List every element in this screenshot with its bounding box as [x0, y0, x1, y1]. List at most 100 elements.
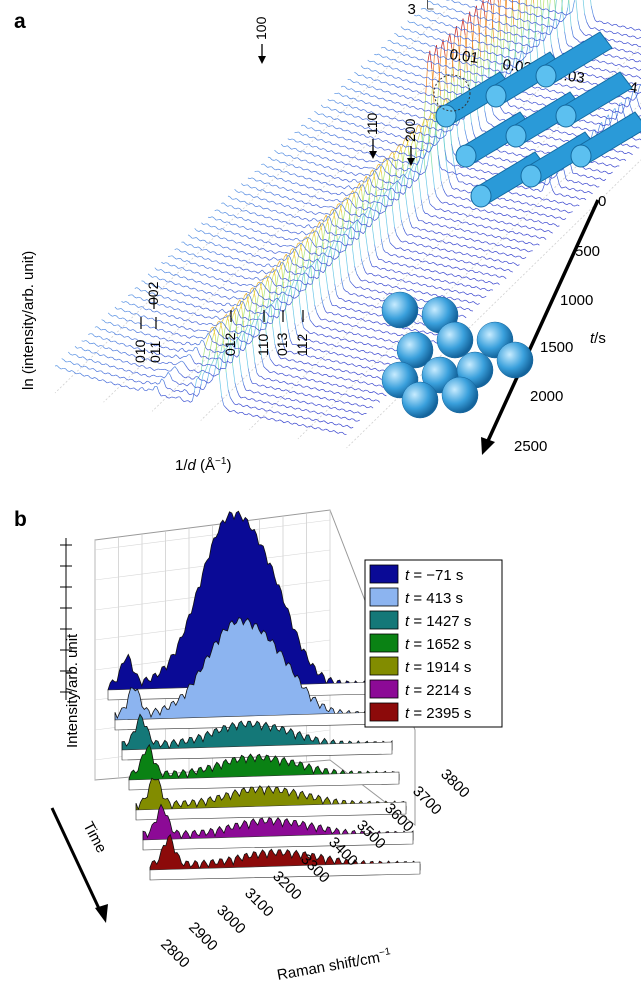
trace-segment: [543, 206, 546, 209]
trace-segment: [214, 285, 218, 288]
trace-segment: [467, 215, 470, 217]
trace-segment: [118, 367, 121, 370]
trace-segment: [385, 251, 388, 254]
trace-segment: [248, 324, 252, 327]
trace-segment: [468, 277, 471, 280]
trace-segment: [348, 316, 351, 319]
trace-segment: [484, 249, 487, 252]
trace-segment: [136, 296, 139, 299]
trace-segment: [249, 261, 253, 264]
trace-segment: [426, 221, 430, 224]
trace-segment: [239, 299, 243, 310]
trace-segment: [236, 282, 239, 285]
trace-segment: [278, 202, 281, 205]
trace-segment: [295, 392, 299, 395]
trace-segment: [460, 252, 464, 256]
trace-segment: [413, 282, 416, 285]
trace-segment: [267, 401, 271, 404]
trace-segment: [537, 237, 540, 239]
trace-segment: [241, 259, 245, 262]
trace-segment: [306, 426, 310, 428]
trace-segment: [371, 313, 374, 315]
trace-segment: [248, 203, 252, 205]
trace-segment: [335, 240, 338, 242]
trace-segment: [216, 329, 220, 335]
trace-segment: [366, 366, 370, 369]
trace-segment: [246, 210, 249, 213]
trace-segment: [288, 367, 292, 370]
trace-segment: [360, 413, 363, 416]
trace-segment: [246, 253, 249, 255]
trace-segment: [371, 184, 375, 188]
trace-segment: [371, 201, 374, 204]
trace-segment: [413, 235, 416, 238]
trace-segment: [341, 353, 345, 356]
trace-segment: [349, 281, 353, 285]
trace-segment: [314, 356, 318, 359]
trace-segment: [495, 243, 498, 247]
trace-segment: [158, 329, 161, 331]
trace-segment: [332, 422, 335, 425]
trace-segment: [316, 146, 320, 150]
trace-segment: [444, 210, 447, 213]
trace-segment: [235, 216, 238, 219]
trace-segment: [315, 412, 319, 415]
trace-segment: [207, 308, 211, 311]
trace-segment: [539, 205, 542, 207]
trace-segment: [150, 351, 153, 354]
trace-segment: [170, 362, 174, 365]
trace-segment: [470, 183, 474, 187]
trace-segment: [332, 383, 335, 386]
trace-segment: [139, 356, 143, 359]
trace-segment: [369, 193, 372, 195]
trace-segment: [317, 211, 321, 214]
trace-segment: [283, 381, 287, 384]
trace-segment: [184, 269, 187, 272]
trace-segment: [118, 308, 122, 310]
trace-segment: [395, 180, 398, 184]
trace-segment: [291, 189, 294, 193]
trace-segment: [395, 174, 399, 178]
trace-segment: [178, 341, 181, 344]
trace-segment: [497, 282, 500, 285]
trace-segment: [226, 271, 229, 275]
trace-segment: [334, 424, 337, 426]
trace-segment: [234, 198, 237, 200]
trace-segment: [246, 314, 250, 328]
trace-segment: [456, 176, 459, 182]
trace-segment: [355, 372, 359, 376]
trace-segment: [538, 228, 541, 231]
trace-segment: [246, 291, 249, 293]
trace-segment: [128, 378, 131, 381]
trace-segment: [388, 181, 392, 183]
trace-segment: [418, 228, 421, 231]
trace-segment: [372, 172, 376, 179]
trace-segment: [182, 250, 186, 253]
trace-segment: [116, 349, 120, 353]
trace-segment: [334, 407, 338, 410]
trace-segment: [335, 322, 338, 324]
trace-segment: [221, 246, 224, 249]
trace-segment: [199, 255, 202, 258]
trace-segment: [357, 301, 360, 305]
trace-segment: [290, 406, 294, 409]
trace-segment: [386, 179, 390, 191]
trace-segment: [355, 219, 358, 222]
trace-segment: [149, 367, 153, 370]
trace-segment: [268, 216, 272, 219]
trace-segment: [248, 292, 251, 294]
trace-segment: [192, 358, 195, 364]
trace-segment: [200, 281, 203, 284]
trace-segment: [331, 343, 335, 346]
trace-segment: [181, 356, 185, 358]
trace-segment: [532, 212, 535, 215]
trace-segment: [331, 430, 335, 432]
trace-segment: [165, 339, 169, 342]
trace-segment: [284, 205, 287, 207]
trace-segment: [250, 212, 253, 215]
trace-segment: [529, 235, 532, 238]
trace-segment: [485, 217, 489, 220]
trace-segment: [393, 332, 397, 335]
trace-segment: [84, 375, 87, 377]
trace-segment: [346, 393, 349, 397]
